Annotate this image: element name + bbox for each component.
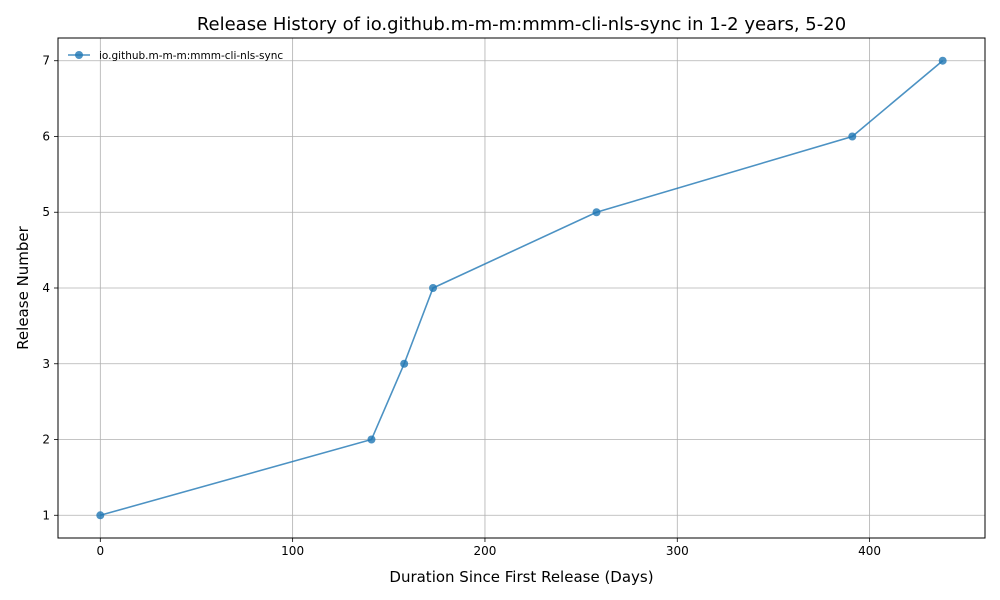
data-point [400,359,409,368]
data-point [938,56,947,65]
legend: io.github.m-m-m:mmm-cli-nls-sync [68,50,283,62]
legend-label: io.github.m-m-m:mmm-cli-nls-sync [99,50,283,62]
y-tick-label: 6 [42,129,50,143]
y-tick-label: 1 [42,508,50,522]
x-tick-label: 200 [474,544,497,558]
legend-marker [75,51,83,59]
x-tick-label: 0 [96,544,104,558]
y-tick-label: 4 [42,281,50,295]
data-point [429,284,438,292]
x-axis-label: Duration Since First Release (Days) [389,568,653,586]
y-tick-label: 3 [42,357,50,371]
x-tick-label: 400 [858,544,881,558]
data-point [367,435,376,444]
x-tick-label: 300 [666,544,689,558]
data-point [848,132,857,141]
series-layer [96,56,947,520]
y-tick-label: 2 [42,433,50,447]
data-point [592,208,601,217]
chart-title: Release History of io.github.m-m-m:mmm-c… [197,14,846,35]
axis-ticks: 0 100 200 300 400 1 2 3 4 5 6 7 [42,54,881,558]
y-tick-label: 7 [42,54,50,68]
y-axis-label: Release Number [14,225,32,349]
grid [58,38,985,538]
x-tick-label: 100 [281,544,304,558]
y-tick-label: 5 [42,205,50,219]
data-point [96,511,105,520]
